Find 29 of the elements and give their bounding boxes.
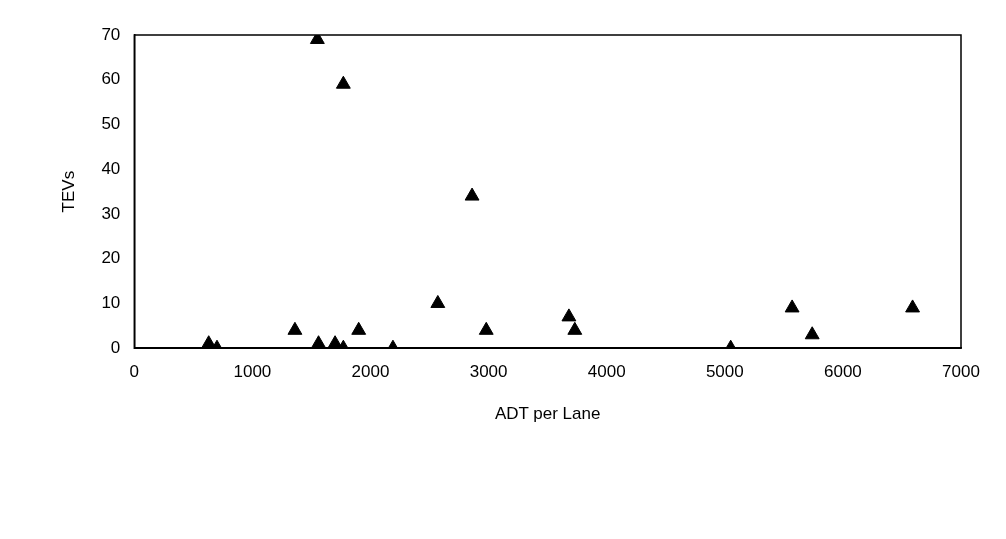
x-tick-label: 4000 <box>587 362 626 382</box>
point <box>905 299 921 313</box>
y-tick-label: 30 <box>101 203 121 223</box>
point <box>478 321 494 335</box>
point <box>464 187 480 201</box>
point <box>287 321 303 335</box>
x-axis-title: ADT per Lane <box>494 404 601 424</box>
x-tick-label: 3000 <box>469 362 508 382</box>
point <box>335 75 351 89</box>
y-tick-label: 0 <box>110 337 121 357</box>
y-tick-label: 50 <box>101 114 121 134</box>
y-tick-label: 40 <box>101 158 121 178</box>
point <box>804 326 820 340</box>
x-tick-label: 7000 <box>942 362 980 382</box>
point <box>561 308 577 322</box>
x-tick-label: 1000 <box>233 362 272 382</box>
point <box>430 294 446 308</box>
point <box>784 299 800 313</box>
y-tick-label: 60 <box>101 69 121 89</box>
x-tick-label: 6000 <box>823 362 862 382</box>
y-axis-title: TEVs <box>58 170 78 213</box>
x-tick-label: 5000 <box>705 362 744 382</box>
y-tick-label: 70 <box>101 24 121 44</box>
x-tick-label: 2000 <box>351 362 390 382</box>
y-tick-label: 10 <box>101 293 121 313</box>
x-tick-label: 0 <box>129 362 140 382</box>
point <box>351 321 367 335</box>
point <box>567 321 583 335</box>
y-tick-label: 20 <box>101 248 121 268</box>
